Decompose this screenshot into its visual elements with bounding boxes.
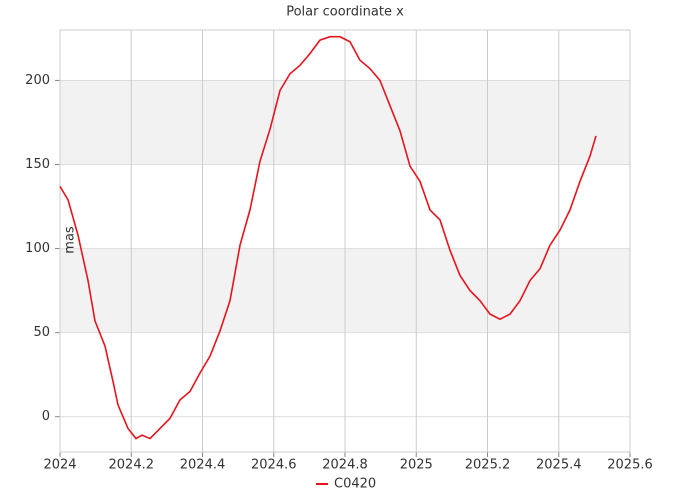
x-tick-label: 2024.6 — [251, 458, 297, 473]
legend-label: C0420 — [334, 477, 376, 492]
x-tick-label: 2024.4 — [180, 458, 226, 473]
x-tick-label: 2025.2 — [465, 458, 511, 473]
x-tick-label: 2024 — [43, 458, 76, 473]
x-tick-label: 2024.2 — [109, 458, 155, 473]
y-tick-label: 100 — [25, 241, 50, 256]
y-axis-label: mas — [63, 226, 78, 254]
x-tick-label: 2025.4 — [536, 458, 582, 473]
y-tick-label: 150 — [25, 157, 50, 172]
x-tick-label: 2025 — [400, 458, 433, 473]
y-tick-label: 0 — [42, 409, 50, 424]
data-line — [59, 35, 597, 440]
y-tick-label: 200 — [25, 73, 50, 88]
plot-frame — [59, 29, 631, 453]
x-tick-label: 2024.8 — [322, 458, 368, 473]
chart-title: Polar coordinate x — [286, 5, 404, 20]
y-tick-label: 50 — [33, 325, 50, 340]
x-tick-label: 2025.6 — [607, 458, 653, 473]
